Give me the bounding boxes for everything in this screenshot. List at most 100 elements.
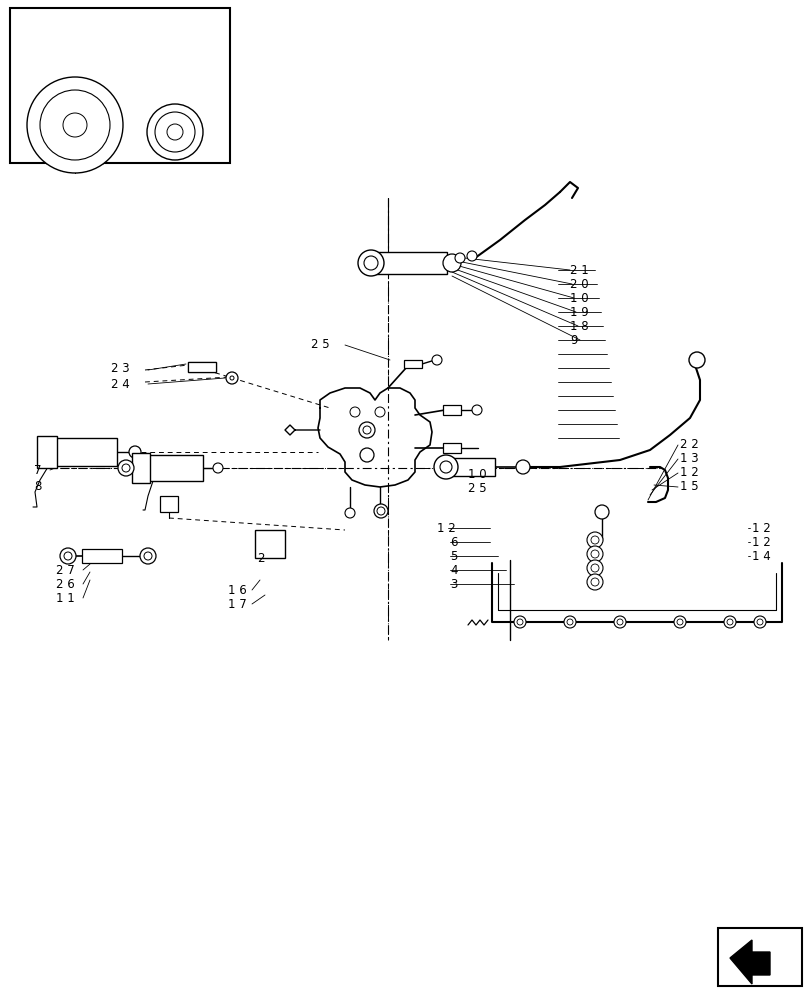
Circle shape (586, 574, 603, 590)
Circle shape (144, 552, 152, 560)
Circle shape (129, 446, 141, 458)
Circle shape (122, 464, 130, 472)
Bar (717, 928, 801, 986)
Circle shape (433, 455, 457, 479)
Circle shape (753, 616, 765, 628)
Bar (404, 360, 422, 368)
Text: 1 9: 1 9 (569, 306, 588, 318)
Circle shape (440, 461, 452, 473)
Circle shape (613, 616, 625, 628)
Bar (449, 458, 495, 476)
Text: 1 1: 1 1 (56, 591, 75, 604)
Circle shape (64, 552, 72, 560)
Circle shape (594, 505, 608, 519)
Circle shape (590, 550, 599, 558)
Text: 2 7: 2 7 (56, 564, 75, 576)
Bar (82, 549, 122, 563)
Text: 4: 4 (449, 564, 457, 576)
Circle shape (40, 90, 109, 160)
Text: 2 1: 2 1 (569, 263, 588, 276)
Text: 7: 7 (34, 464, 42, 477)
Bar (375, 252, 446, 274)
Text: 3: 3 (449, 578, 457, 590)
Text: 1 3: 1 3 (679, 452, 697, 466)
Circle shape (513, 616, 526, 628)
Circle shape (723, 616, 735, 628)
Bar (188, 362, 216, 372)
Text: 1 2: 1 2 (679, 466, 698, 480)
Bar (132, 453, 150, 483)
Polygon shape (318, 388, 431, 487)
Text: 1 0: 1 0 (569, 292, 588, 304)
Text: 1 6: 1 6 (228, 584, 247, 596)
Bar (160, 496, 178, 512)
Circle shape (673, 616, 685, 628)
Circle shape (139, 548, 156, 564)
Bar (10, 8, 230, 163)
Circle shape (431, 355, 441, 365)
Circle shape (167, 124, 182, 140)
Bar (37, 436, 57, 468)
Circle shape (586, 546, 603, 562)
Bar (443, 405, 461, 415)
Text: 1 2: 1 2 (436, 522, 455, 534)
Bar (255, 530, 285, 558)
Circle shape (756, 619, 762, 625)
Circle shape (359, 448, 374, 462)
Circle shape (564, 616, 575, 628)
Circle shape (350, 407, 359, 417)
Circle shape (60, 548, 76, 564)
Circle shape (147, 104, 203, 160)
Text: 1 8: 1 8 (569, 320, 588, 332)
Circle shape (118, 460, 134, 476)
Text: 5: 5 (449, 550, 457, 562)
Circle shape (358, 250, 384, 276)
Text: 1 7: 1 7 (228, 597, 247, 610)
Polygon shape (729, 940, 769, 984)
Text: 1 2: 1 2 (751, 522, 770, 534)
Text: 1 2: 1 2 (751, 536, 770, 548)
Circle shape (363, 256, 378, 270)
Circle shape (471, 405, 482, 415)
Circle shape (466, 251, 476, 261)
Circle shape (155, 112, 195, 152)
Circle shape (676, 619, 682, 625)
Text: 2 5: 2 5 (467, 483, 486, 495)
Circle shape (27, 77, 122, 173)
Circle shape (726, 619, 732, 625)
Circle shape (376, 507, 384, 515)
Circle shape (454, 253, 465, 263)
Bar (443, 443, 461, 453)
Circle shape (590, 564, 599, 572)
Text: 6: 6 (449, 536, 457, 548)
Text: 2: 2 (257, 552, 264, 564)
Bar (55, 438, 117, 466)
Text: 2 4: 2 4 (111, 377, 130, 390)
Text: 1 0: 1 0 (467, 468, 486, 482)
Text: 1 5: 1 5 (679, 481, 697, 493)
Circle shape (586, 560, 603, 576)
Circle shape (590, 578, 599, 586)
Text: 2 0: 2 0 (569, 277, 588, 290)
Text: 2 2: 2 2 (679, 438, 698, 452)
Circle shape (230, 376, 234, 380)
Text: 2 3: 2 3 (111, 361, 130, 374)
Circle shape (590, 536, 599, 544)
Circle shape (225, 372, 238, 384)
Circle shape (515, 460, 530, 474)
Bar (188, 362, 216, 372)
Circle shape (689, 352, 704, 368)
Circle shape (375, 407, 384, 417)
Text: 2 5: 2 5 (311, 338, 329, 352)
Circle shape (374, 504, 388, 518)
Circle shape (358, 422, 375, 438)
Circle shape (443, 254, 461, 272)
Circle shape (63, 113, 87, 137)
Circle shape (345, 508, 354, 518)
Bar (148, 455, 203, 481)
Circle shape (517, 619, 522, 625)
Circle shape (363, 426, 371, 434)
Text: 9: 9 (569, 334, 577, 347)
Circle shape (566, 619, 573, 625)
Circle shape (586, 532, 603, 548)
